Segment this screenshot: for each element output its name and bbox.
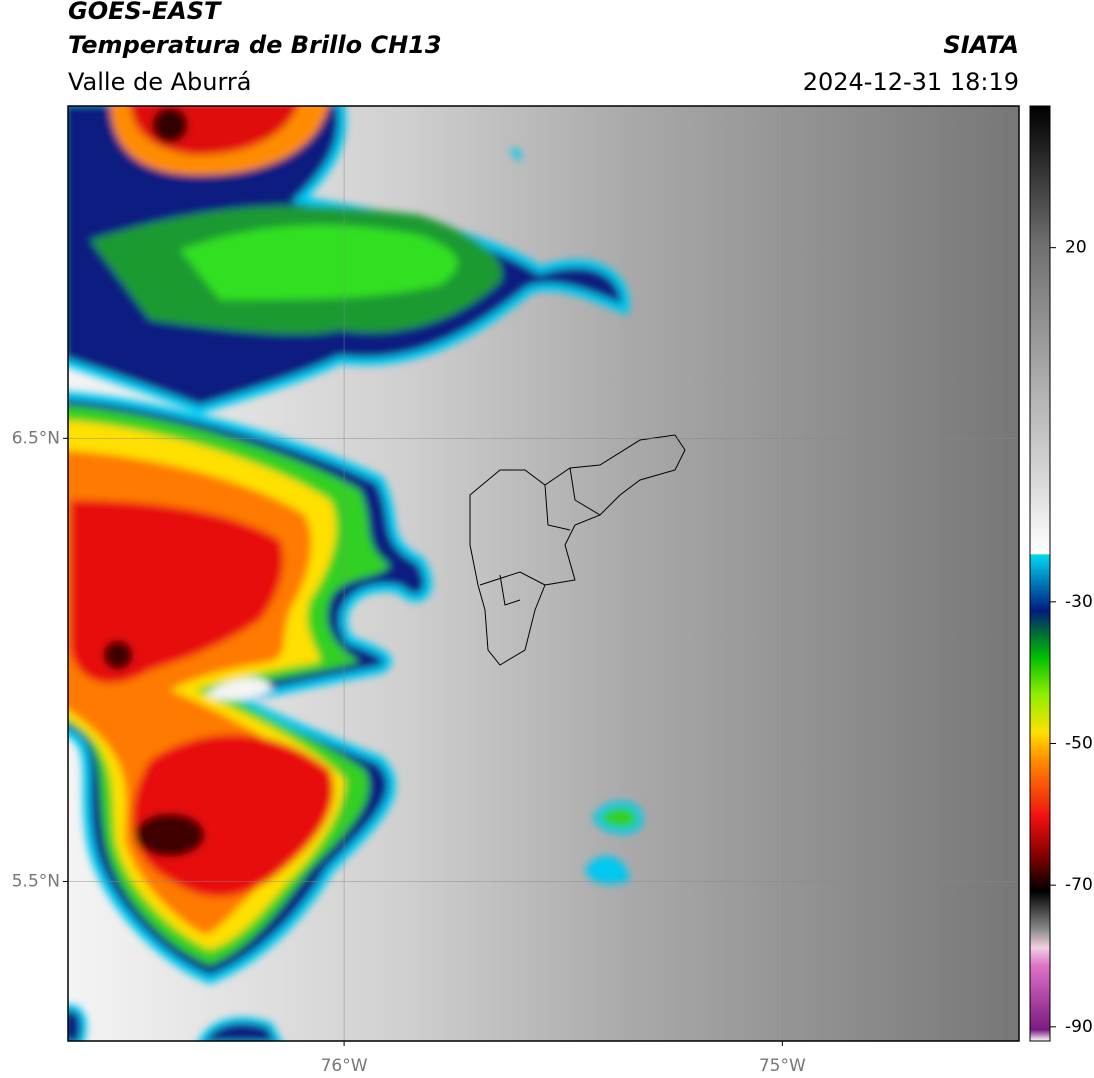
grid <box>68 106 1019 1041</box>
colorbar-tick-label: 20 <box>1065 238 1087 258</box>
source: SIATA <box>943 31 1019 59</box>
x-tick-label: 75°W <box>759 1056 806 1076</box>
colorbar <box>1029 105 1051 1042</box>
y-tick-label: 5.5°N <box>12 871 60 891</box>
title: GOES-EAST <box>68 0 222 25</box>
colorbar-tick-label: -70 <box>1065 875 1093 895</box>
colorbar-tick-label: -90 <box>1065 1017 1093 1037</box>
colorbar-tick-label: -50 <box>1065 734 1093 754</box>
imagery <box>68 106 1019 1041</box>
colorbar-tick-label: -30 <box>1065 592 1093 612</box>
y-tick-label: 6.5°N <box>12 428 60 448</box>
map-frame <box>67 105 1020 1042</box>
x-tick-label: 76°W <box>321 1056 368 1076</box>
region: Valle de Aburrá <box>68 68 252 96</box>
timestamp: 2024-12-31 18:19 <box>803 68 1019 96</box>
subtitle: Temperatura de Brillo CH13 <box>68 31 442 59</box>
